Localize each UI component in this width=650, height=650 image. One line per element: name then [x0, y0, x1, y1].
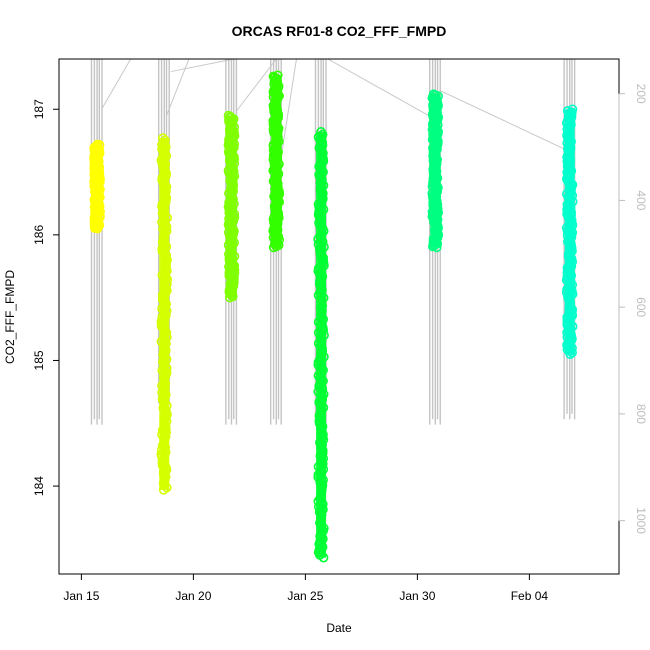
track-segment [280, 59, 297, 160]
series-points [561, 104, 578, 359]
y-axis-label: CO2_FFF_FMPD [3, 270, 17, 364]
y-axis: 184 185 186 187 [32, 99, 60, 496]
series-core [226, 115, 237, 298]
y2-tick-label: 400 [634, 190, 648, 210]
series-points [156, 133, 173, 495]
series-points [313, 127, 329, 563]
track-segment [101, 59, 132, 110]
track-segment [439, 89, 566, 150]
y2-axis: 200 400 600 800 1000 [618, 84, 648, 534]
series-points [427, 89, 444, 253]
series-core [316, 131, 327, 558]
x-tick-label: Jan 20 [175, 589, 211, 603]
y2-tick-label: 200 [634, 84, 648, 104]
series-points [89, 139, 105, 234]
y-tick-label: 185 [32, 350, 46, 370]
x-axis: Jan 15 Jan 20 Jan 25 Jan 30 Feb 04 [63, 573, 549, 603]
flight-track-lines [101, 59, 566, 160]
plot-area [89, 59, 578, 563]
y2-tick-label: 600 [634, 297, 648, 317]
track-segment [327, 59, 436, 120]
x-tick-label: Jan 30 [399, 589, 435, 603]
y2-tick-label: 800 [634, 404, 648, 424]
series-core [159, 138, 170, 490]
series-core [271, 75, 282, 248]
series-core [564, 109, 575, 355]
series-core [92, 144, 103, 229]
x-tick-label: Feb 04 [511, 589, 549, 603]
y-tick-label: 187 [32, 99, 46, 119]
series-points [268, 70, 285, 253]
x-axis-label: Date [326, 621, 352, 635]
y-tick-label: 184 [32, 476, 46, 496]
plot-frame [58, 58, 620, 575]
track-segment [235, 59, 277, 113]
x-tick-label: Jan 15 [63, 589, 99, 603]
data-points [89, 70, 578, 563]
x-tick-label: Jan 25 [287, 589, 323, 603]
track-segment [170, 59, 234, 73]
chart-title: ORCAS RF01-8 CO2_FFF_FMPD [232, 23, 447, 39]
y2-tick-label: 1000 [634, 507, 648, 534]
series-core [430, 94, 441, 248]
series-points [223, 110, 240, 303]
y-tick-label: 186 [32, 225, 46, 245]
